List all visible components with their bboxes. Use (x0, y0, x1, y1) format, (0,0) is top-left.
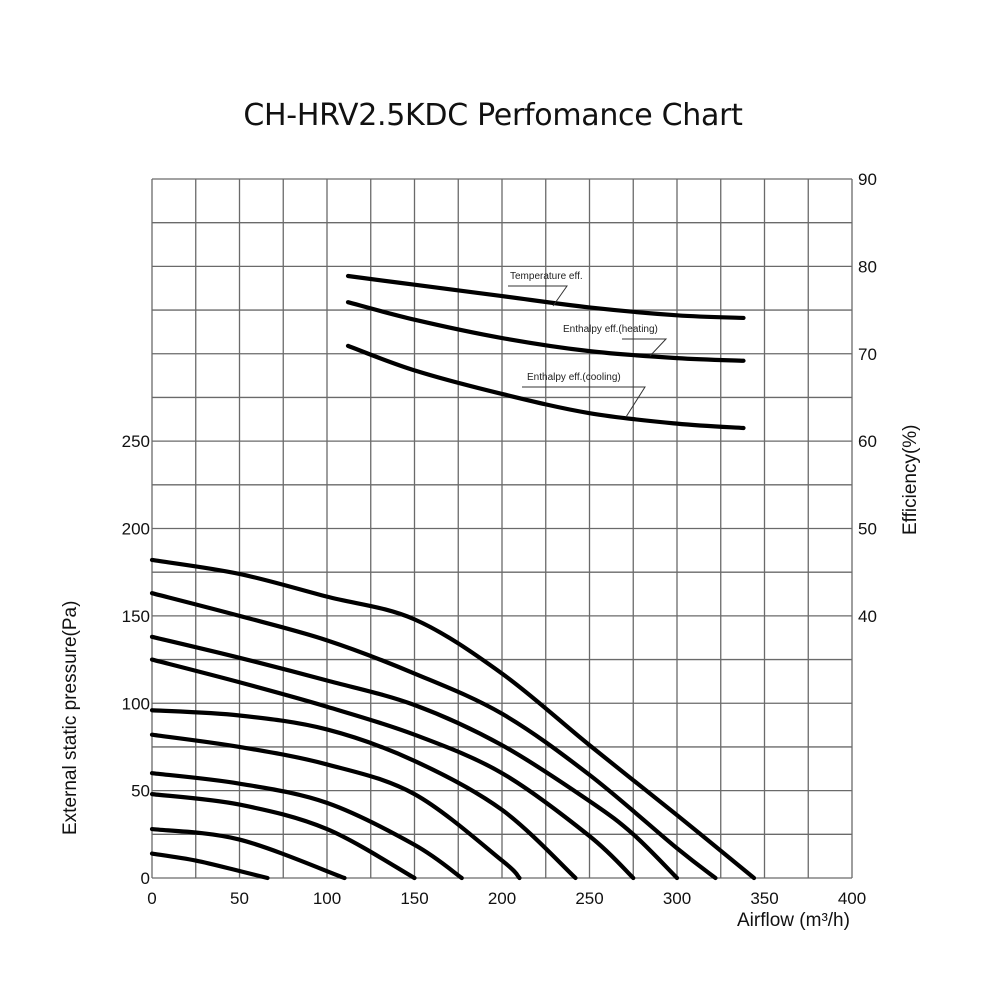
y-axis-left-label: External static pressure(Pa) (60, 600, 81, 835)
leader-line (508, 285, 568, 307)
x-tick-label: 350 (750, 889, 778, 908)
y-tick-label-left: 150 (122, 607, 150, 626)
annotation-label: Temperature eff. (510, 271, 583, 282)
pressure-curve (149, 591, 718, 881)
series-annotation: Enthalpy eff.(heating) (563, 324, 668, 357)
y-tick-label-left: 0 (141, 869, 150, 888)
y-tick-label-left: 250 (122, 432, 150, 451)
y-tick-label-right: 90 (858, 170, 877, 189)
y-tick-label-left: 200 (122, 520, 150, 539)
annotation-label: Enthalpy eff.(heating) (563, 324, 658, 335)
x-tick-label: 250 (575, 889, 603, 908)
y-tick-label-right: 80 (858, 257, 877, 276)
efficiency-curve (345, 343, 746, 431)
pressure-curve (149, 792, 417, 881)
y-tick-label-right: 60 (858, 432, 877, 451)
x-tick-label: 100 (313, 889, 341, 908)
x-tick-label: 400 (838, 889, 866, 908)
pressure-curve (149, 826, 347, 881)
pressure-curve (149, 634, 680, 881)
y-axis-right-label: Efficiency(%) (900, 424, 921, 535)
leader-line (522, 386, 646, 418)
efficiency-curve (345, 300, 746, 363)
x-tick-label: 200 (488, 889, 516, 908)
y-tick-label-left: 50 (131, 782, 150, 801)
y-tick-label-right: 70 (858, 345, 877, 364)
x-axis-label: Airflow (m³/h) (737, 910, 850, 931)
y-tick-label-right: 40 (858, 607, 877, 626)
pressure-curve (149, 771, 464, 881)
y-tick-label-left: 100 (122, 694, 150, 713)
series-annotation: Temperature eff. (508, 271, 583, 307)
annotation-label: Enthalpy eff.(cooling) (527, 372, 621, 383)
pressure-curve (149, 851, 270, 881)
x-tick-label: 150 (400, 889, 428, 908)
y-tick-label-right: 50 (858, 520, 877, 539)
pressure-curve (149, 732, 522, 881)
x-tick-label: 300 (663, 889, 691, 908)
series-annotation: Enthalpy eff.(cooling) (522, 372, 646, 418)
pressure-curve (149, 557, 757, 881)
efficiency-curve (345, 273, 746, 321)
leader-line (622, 338, 668, 357)
x-tick-label: 50 (230, 889, 249, 908)
x-tick-label: 0 (147, 889, 156, 908)
grid (151, 178, 853, 879)
pressure-curve (149, 657, 636, 881)
chart-title: CH-HRV2.5KDC Perfomance Chart (243, 98, 743, 133)
pressure-curve (149, 708, 578, 881)
